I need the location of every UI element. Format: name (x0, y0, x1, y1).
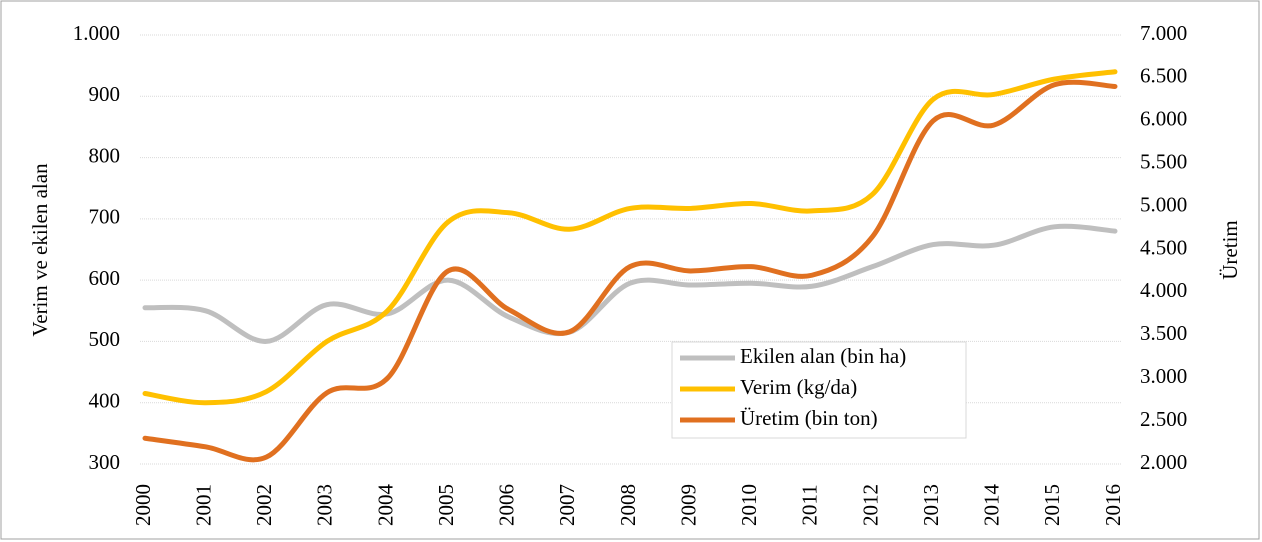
y2-tick-label: 2.000 (1140, 450, 1187, 474)
x-tick-label: 2014 (980, 484, 1004, 527)
x-tick-label: 2003 (313, 484, 337, 526)
y-tick-label: 800 (89, 143, 121, 167)
legend-label: Ekilen alan (bin ha) (740, 344, 906, 368)
x-tick-label: 2015 (1040, 484, 1064, 526)
y2-tick-label: 6.500 (1140, 64, 1187, 88)
x-tick-label: 2008 (616, 484, 640, 526)
y2-tick-label: 4.500 (1140, 235, 1187, 259)
y2-tick-label: 6.000 (1140, 107, 1187, 131)
y2-tick-label: 5.500 (1140, 150, 1187, 174)
y2-tick-label: 3.000 (1140, 364, 1187, 388)
x-tick-label: 2007 (555, 484, 579, 526)
legend-label: Verim (kg/da) (740, 375, 857, 399)
y-tick-label: 600 (89, 266, 121, 290)
y-tick-label: 300 (89, 450, 121, 474)
legend-label: Üretim (bin ton) (740, 406, 878, 430)
x-tick-label: 2016 (1101, 484, 1125, 526)
x-tick-label: 2012 (858, 484, 882, 526)
x-tick-label: 2000 (131, 484, 155, 526)
y2-tick-label: 7.000 (1140, 21, 1187, 45)
x-tick-label: 2006 (495, 484, 519, 526)
y-tick-label: 700 (89, 205, 121, 229)
y2-tick-label: 5.000 (1140, 192, 1187, 216)
x-tick-label: 2013 (919, 484, 943, 526)
y-axis-title: Verim ve ekilen alan (28, 163, 52, 337)
y2-tick-label: 3.500 (1140, 321, 1187, 345)
x-tick-label: 2010 (737, 484, 761, 526)
y2-tick-label: 2.500 (1140, 407, 1187, 431)
x-tick-label: 2005 (434, 484, 458, 526)
x-tick-label: 2002 (252, 484, 276, 526)
x-tick-label: 2011 (798, 484, 822, 525)
y-tick-label: 400 (89, 389, 121, 413)
y-tick-label: 500 (89, 327, 121, 351)
x-tick-label: 2001 (191, 484, 215, 526)
series-line (142, 79, 1118, 463)
y2-tick-label: 4.000 (1140, 278, 1187, 302)
y2-axis-title: Üretim (1218, 220, 1242, 279)
x-tick-label: 2009 (676, 484, 700, 526)
x-tick-label: 2004 (373, 484, 397, 527)
y-tick-label: 1.000 (73, 21, 120, 45)
y-tick-label: 900 (89, 82, 121, 106)
series-line (142, 223, 1118, 344)
series-line (142, 69, 1118, 406)
